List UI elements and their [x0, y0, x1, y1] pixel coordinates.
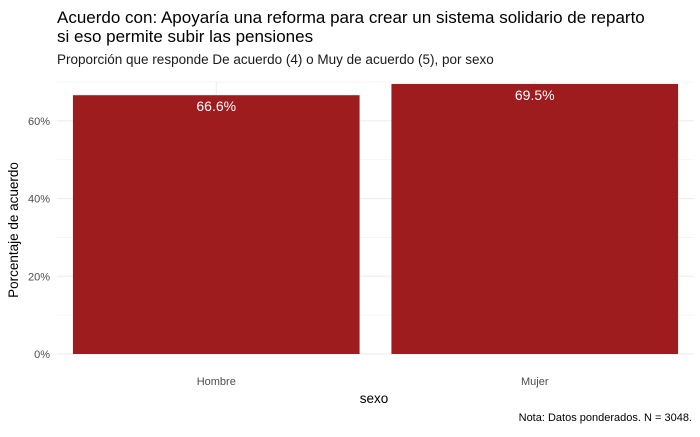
y-tick-label: 40%	[28, 194, 50, 206]
y-tick-label: 20%	[28, 271, 50, 283]
chart-title-line-1: Acuerdo con: Apoyaría una reforma para c…	[57, 8, 645, 27]
y-axis-title: Porcentaje de acuerdo	[6, 162, 21, 298]
y-tick-label: 60%	[28, 116, 50, 128]
x-tick-label: Mujer	[521, 376, 549, 388]
bar-value-label: 66.6%	[196, 98, 236, 114]
chart-title-line-2: si eso permite subir las pensiones	[57, 27, 313, 46]
chart-subtitle: Proporción que responde De acuerdo (4) o…	[57, 52, 494, 67]
chart-caption: Nota: Datos ponderados. N = 3048.	[519, 412, 692, 424]
axis-ticks: 0% 20% 40% 60% Hombre Mujer	[28, 116, 549, 388]
bar-value-label: 69.5%	[515, 87, 555, 103]
x-tick-label: Hombre	[197, 376, 236, 388]
y-tick-label: 0%	[34, 349, 50, 361]
bars: 66.6% 69.5%	[72, 83, 679, 354]
bar-hombre	[72, 95, 360, 354]
x-axis-title: sexo	[360, 391, 389, 406]
bar-mujer	[391, 83, 679, 354]
